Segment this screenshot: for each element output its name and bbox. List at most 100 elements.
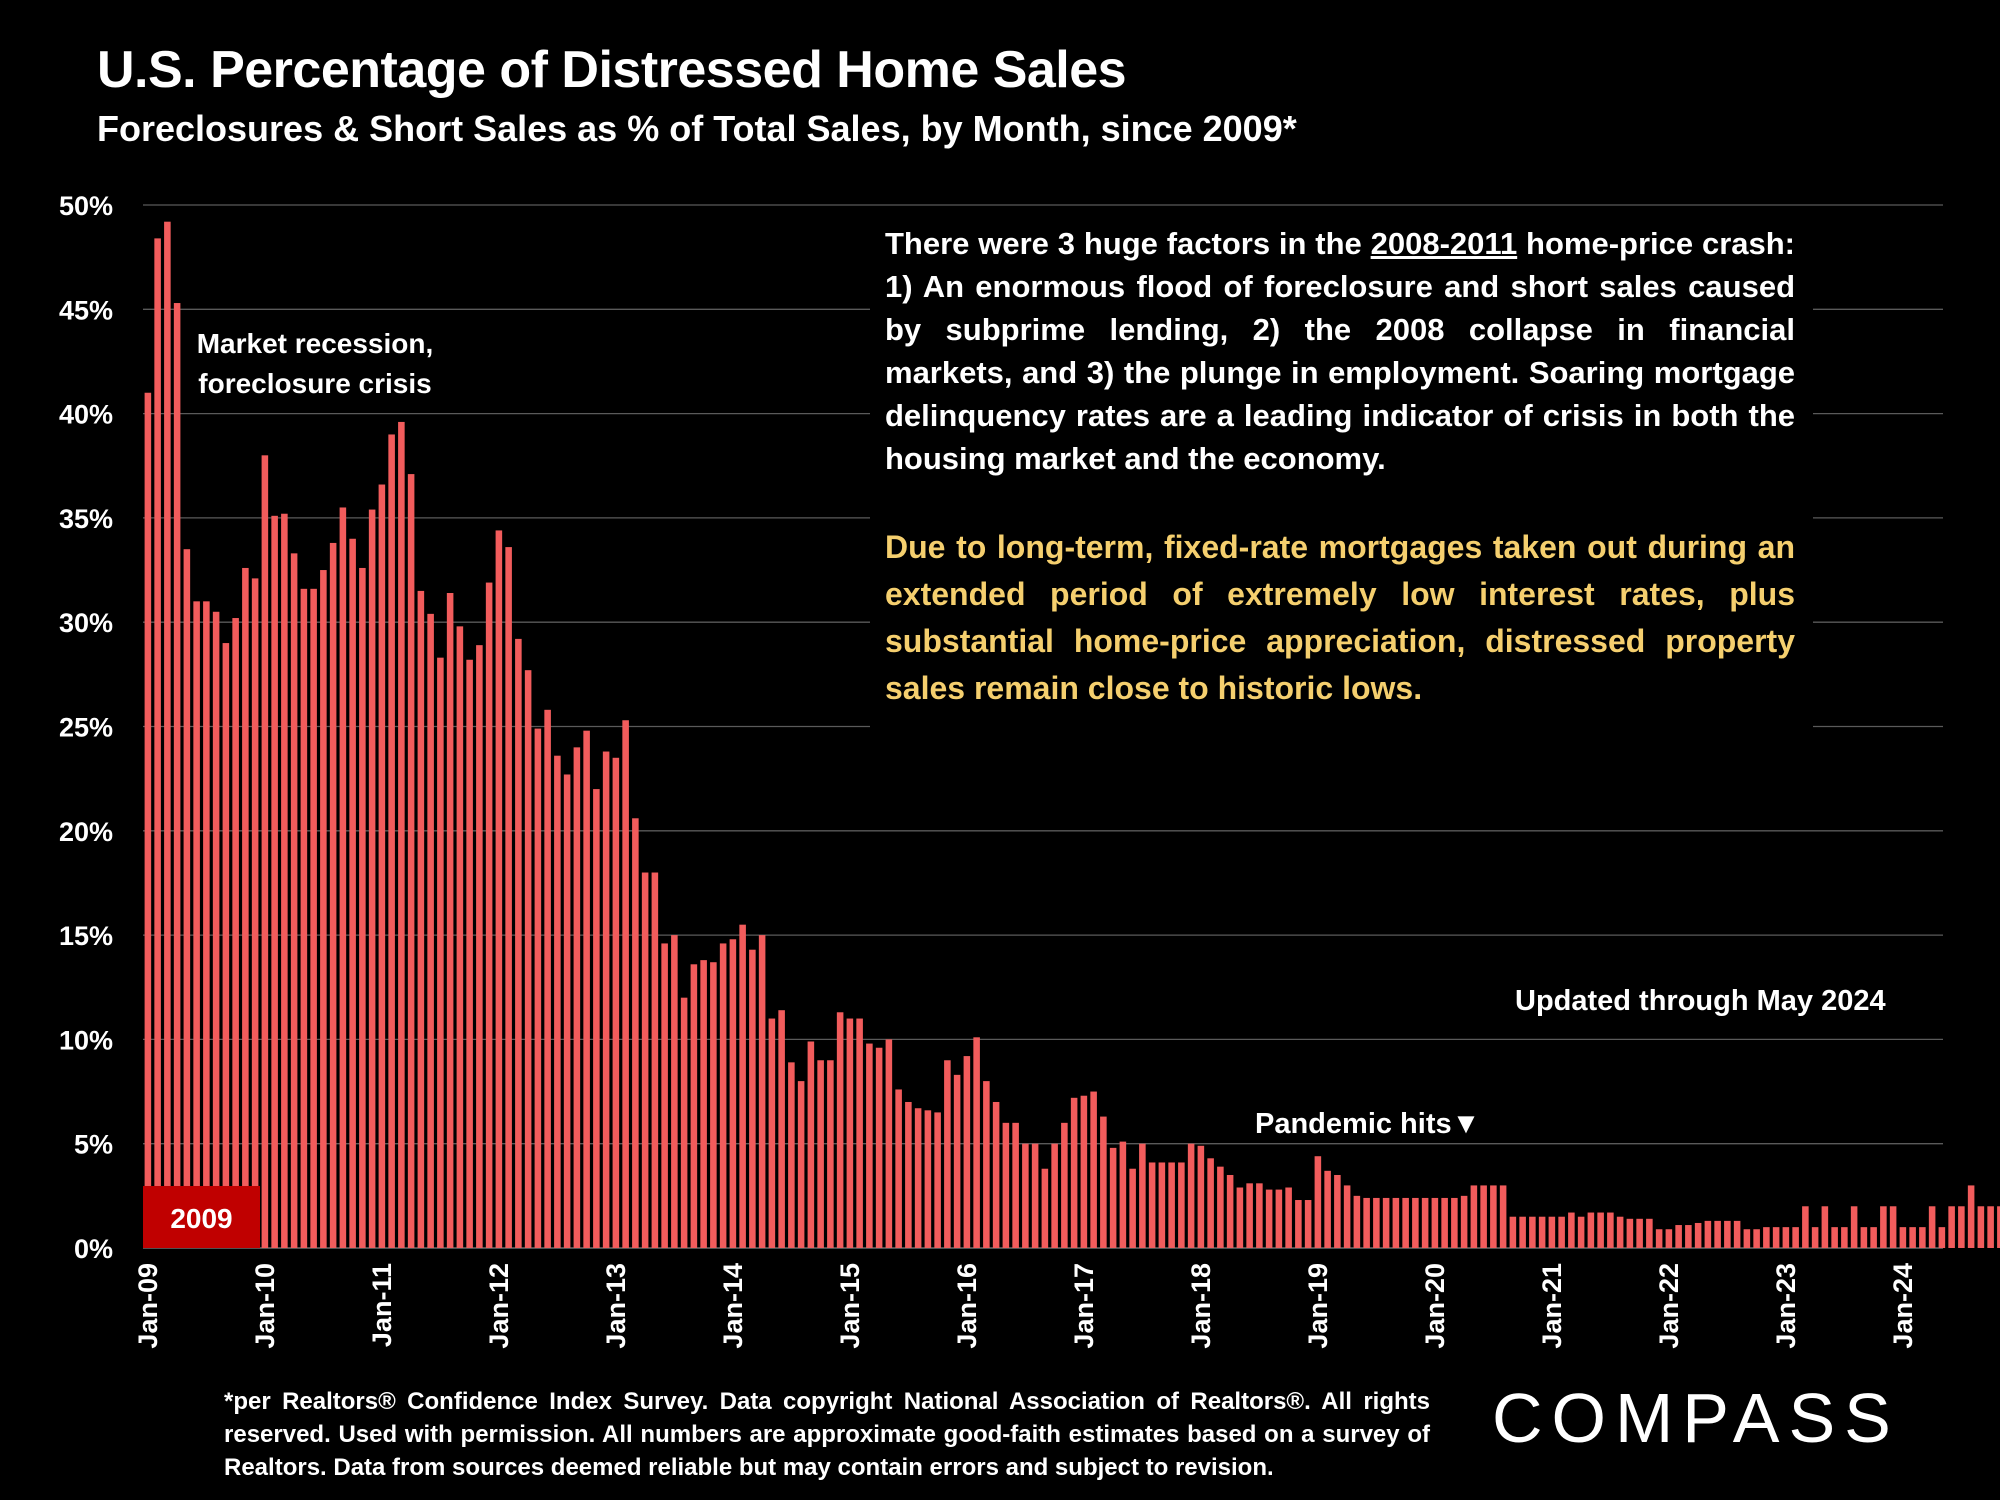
bar [1841, 1227, 1848, 1248]
bar [1655, 1229, 1663, 1248]
bar [651, 872, 659, 1248]
bar [885, 1039, 893, 1248]
bar [1431, 1197, 1439, 1248]
bar [563, 774, 571, 1248]
bar [534, 728, 542, 1248]
bars [144, 221, 2000, 1249]
bar [836, 1012, 844, 1248]
bar [368, 509, 376, 1248]
bar [680, 997, 688, 1248]
x-tick-label: Jan-17 [1069, 1263, 1099, 1349]
bar [914, 1108, 922, 1248]
commentary-p1-end: home-price crash: 1) An enormous flood o… [885, 226, 1795, 476]
bar [875, 1047, 883, 1248]
bar [1821, 1206, 1829, 1248]
bar [1402, 1197, 1409, 1248]
bar [583, 730, 590, 1248]
x-tick-label: Jan-11 [367, 1263, 397, 1347]
x-tick-label: Jan-23 [1771, 1263, 1801, 1349]
bar [1295, 1200, 1302, 1248]
bar [320, 570, 327, 1248]
x-tick-label: Jan-22 [1654, 1263, 1684, 1349]
bar [924, 1110, 932, 1248]
bar [1704, 1220, 1712, 1248]
bar [1529, 1216, 1536, 1248]
bar [1421, 1197, 1429, 1248]
bar [515, 638, 522, 1248]
bar [1441, 1197, 1448, 1248]
bar [1139, 1143, 1146, 1248]
bar [1382, 1197, 1390, 1248]
bar [1236, 1187, 1244, 1248]
y-tick-label: 45% [59, 295, 113, 325]
chart-subtitle: Foreclosures & Short Sales as % of Total… [97, 108, 1297, 149]
bar [905, 1101, 912, 1248]
bar [1967, 1185, 1975, 1248]
bar [1168, 1162, 1175, 1248]
bar [1694, 1222, 1702, 1248]
bar [1148, 1162, 1156, 1248]
bar [437, 657, 444, 1248]
bar [710, 962, 717, 1248]
bar [339, 507, 347, 1249]
bar [164, 221, 171, 1249]
bar [1197, 1145, 1205, 1248]
bar [573, 747, 581, 1248]
bar [144, 392, 152, 1248]
bar [1246, 1183, 1253, 1248]
bar [524, 670, 532, 1248]
bar [827, 1060, 834, 1248]
bar [1031, 1143, 1039, 1248]
bar [739, 924, 746, 1248]
bar [378, 484, 386, 1248]
bar [1733, 1220, 1741, 1248]
bar [476, 645, 483, 1248]
bar [1938, 1227, 1946, 1248]
bar [1265, 1189, 1273, 1248]
bar [1363, 1197, 1370, 1248]
bar [173, 303, 181, 1248]
commentary-paragraph-1: There were 3 huge factors in the 2008-20… [885, 222, 1795, 480]
bar [1577, 1216, 1585, 1248]
bar [505, 547, 512, 1248]
bar [1811, 1227, 1819, 1248]
chart-title: U.S. Percentage of Distressed Home Sales [97, 41, 1127, 99]
bar [778, 1010, 785, 1248]
bar [797, 1081, 805, 1248]
x-tick-label: Jan-15 [835, 1263, 865, 1349]
bar [866, 1043, 873, 1248]
bar [1568, 1212, 1575, 1248]
bar [983, 1081, 990, 1248]
bar [1587, 1212, 1595, 1248]
bar [456, 626, 464, 1248]
bar [261, 455, 269, 1248]
bar [271, 515, 278, 1248]
bar [1802, 1206, 1809, 1248]
bar [963, 1056, 971, 1248]
y-tick-label: 15% [59, 921, 113, 951]
bar [359, 567, 366, 1248]
bar [1090, 1091, 1097, 1248]
y-tick-label: 40% [59, 400, 113, 430]
compass-logo: COMPASS [1492, 1379, 1900, 1457]
year-2009-label: 2009 [170, 1203, 232, 1234]
bar [1480, 1185, 1487, 1248]
bar [1022, 1143, 1029, 1248]
year-2009-box [143, 1186, 260, 1248]
bar [242, 567, 249, 1248]
bar [602, 751, 610, 1248]
bar [193, 601, 200, 1248]
bar [1519, 1216, 1526, 1248]
bar [622, 720, 629, 1248]
bar [1899, 1227, 1907, 1248]
bar [1285, 1187, 1292, 1248]
bar [1685, 1225, 1692, 1248]
bar [1626, 1218, 1634, 1248]
bar [1753, 1229, 1760, 1248]
x-tick-label: Jan-21 [1537, 1263, 1567, 1349]
bar [973, 1037, 980, 1248]
bar [1207, 1158, 1214, 1248]
bar [1792, 1227, 1799, 1248]
x-tick-label: Jan-19 [1303, 1263, 1333, 1349]
bar [1343, 1185, 1351, 1248]
